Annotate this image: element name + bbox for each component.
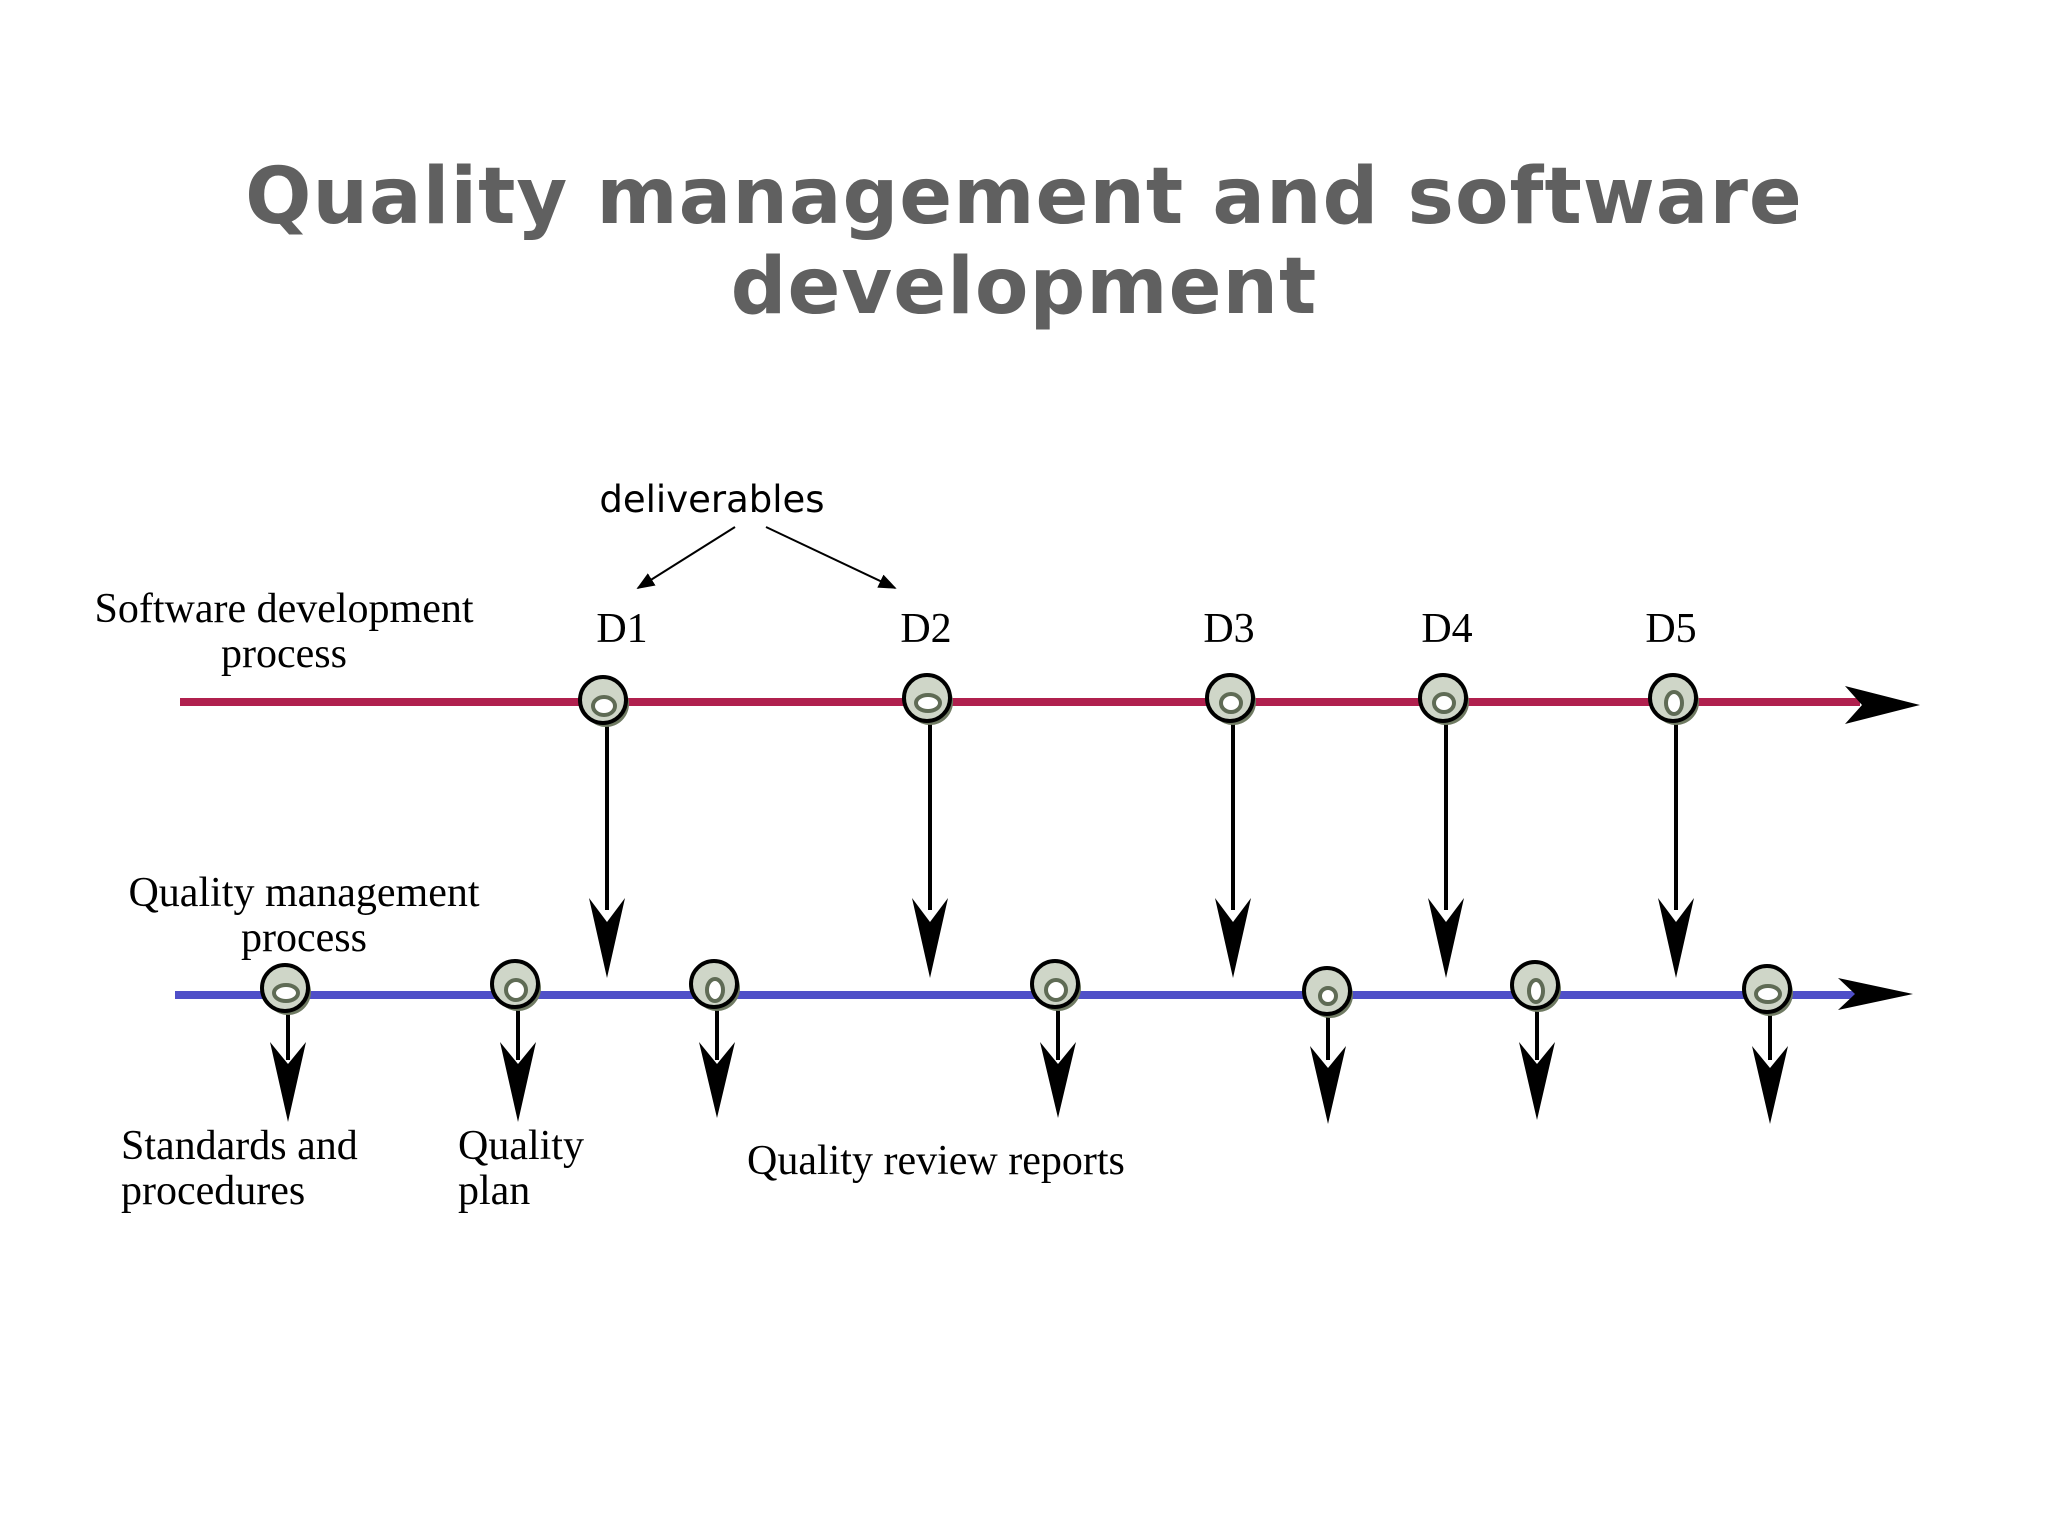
- milestone-label-d4: D4: [1421, 606, 1472, 652]
- milestone-node-d2: [902, 673, 953, 725]
- milestone-node-d4: [1418, 673, 1469, 725]
- deliverable-arrow-d2: [912, 718, 948, 978]
- output-arrow-2: [500, 1010, 536, 1122]
- quality-plan-label-line2: plan: [458, 1168, 530, 1214]
- quality-review-reports-label: Quality review reports: [747, 1138, 1125, 1184]
- deliverable-arrow-d1: [589, 718, 625, 978]
- milestone-node-d5: [1648, 673, 1699, 725]
- slide-title: Quality management and software developm…: [245, 152, 1803, 332]
- quality-timeline-arrowhead: [1838, 978, 1913, 1010]
- quality-node-6: [1510, 960, 1561, 1012]
- output-arrow-7: [1752, 1010, 1788, 1124]
- standards-label-line1: Standards and: [121, 1123, 358, 1169]
- deliverables-pointer-left: [636, 526, 736, 589]
- deliverable-arrow-d3: [1215, 718, 1251, 978]
- quality-process-label-line2: process: [241, 915, 367, 961]
- milestone-node-d1: [578, 675, 629, 727]
- quality-node-7: [1742, 964, 1793, 1016]
- deliverables-label: deliverables: [599, 478, 824, 521]
- milestone-label-d5: D5: [1645, 606, 1696, 652]
- quality-node-3: [689, 959, 740, 1011]
- quality-node-1: [260, 963, 311, 1015]
- quality-process-label-line1: Quality management: [128, 870, 479, 916]
- output-arrow-5: [1310, 1010, 1346, 1124]
- quality-plan-label-line1: Quality: [458, 1123, 584, 1169]
- deliverable-arrow-d4: [1428, 718, 1464, 978]
- milestone-node-d3: [1205, 673, 1256, 725]
- standards-label-line2: procedures: [121, 1168, 305, 1214]
- deliverable-arrow-d5: [1658, 718, 1694, 978]
- software-process-label-line1: Software development: [94, 586, 473, 632]
- quality-node-2: [490, 959, 541, 1011]
- output-arrow-4: [1040, 1010, 1076, 1118]
- software-process-label-line2: process: [221, 631, 347, 677]
- milestone-label-d2: D2: [900, 606, 951, 652]
- milestone-label-d1: D1: [596, 606, 647, 652]
- deliverables-pointer-right: [765, 526, 897, 589]
- output-arrow-6: [1519, 1010, 1555, 1120]
- software-timeline-arrowhead: [1845, 686, 1920, 724]
- milestone-label-d3: D3: [1203, 606, 1254, 652]
- quality-node-5: [1302, 966, 1353, 1018]
- output-arrow-3: [699, 1010, 735, 1118]
- quality-node-4: [1030, 959, 1081, 1011]
- output-arrow-1: [270, 1010, 306, 1122]
